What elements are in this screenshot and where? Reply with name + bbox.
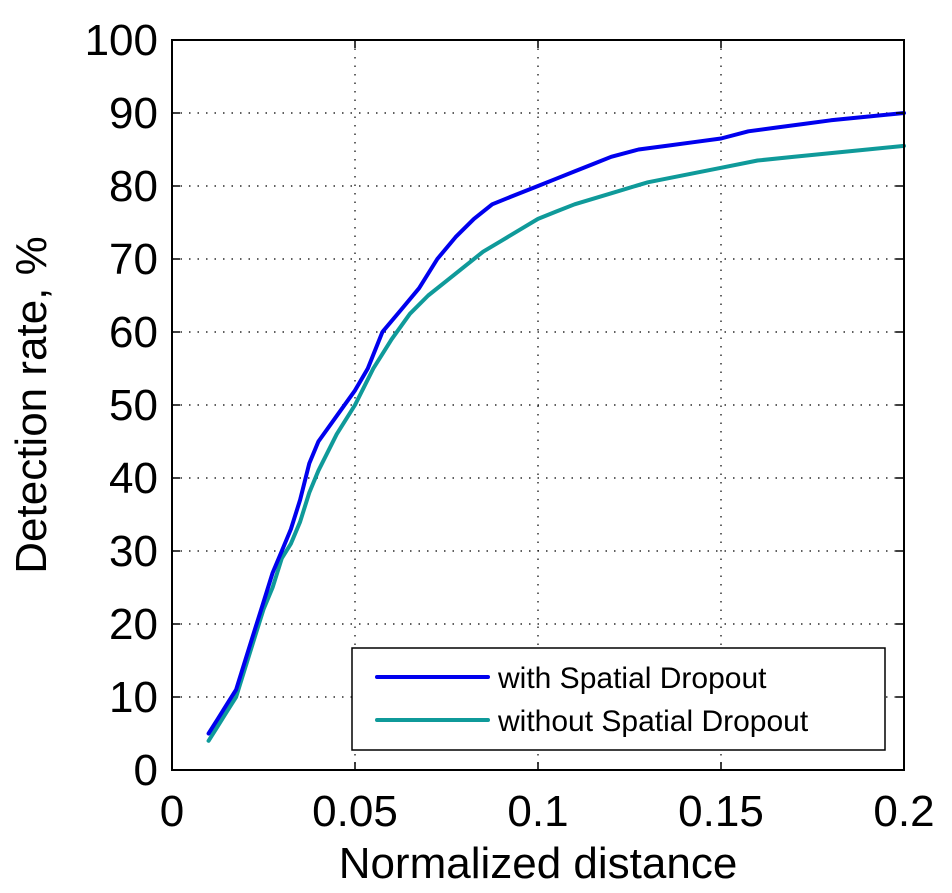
y-tick-labels: 0 10 20 30 40 50 60 70 80 90 100 xyxy=(85,16,158,795)
y-tick-label: 20 xyxy=(109,600,158,649)
y-axis-label: Detection rate, % xyxy=(7,236,56,574)
x-tick-label: 0.1 xyxy=(507,787,568,836)
y-tick-label: 10 xyxy=(109,673,158,722)
legend-label-with-spatial-dropout: with Spatial Dropout xyxy=(497,662,767,695)
y-tick-label: 30 xyxy=(109,527,158,576)
series-line-without-spatial-dropout xyxy=(206,143,906,743)
x-tick-label: 0.15 xyxy=(678,787,764,836)
y-tick-label: 70 xyxy=(109,235,158,284)
x-tick-label: 0 xyxy=(160,787,184,836)
series-line-with-spatial-dropout xyxy=(206,111,906,736)
x-tick-labels: 0 0.05 0.1 0.15 0.2 xyxy=(160,787,935,836)
series-group xyxy=(206,111,906,743)
y-tick-label: 0 xyxy=(134,746,158,795)
x-tick-label: 0.05 xyxy=(312,787,398,836)
y-tick-label: 50 xyxy=(109,381,158,430)
x-tick-label: 0.2 xyxy=(873,787,934,836)
legend-box xyxy=(351,647,886,751)
legend: with Spatial Dropout without Spatial Dro… xyxy=(351,647,886,751)
y-tick-label: 90 xyxy=(109,89,158,138)
y-tick-label: 80 xyxy=(109,162,158,211)
x-axis-label: Normalized distance xyxy=(339,839,738,888)
legend-label-without-spatial-dropout: without Spatial Dropout xyxy=(497,705,809,738)
tick-marks xyxy=(171,39,905,771)
y-tick-label: 60 xyxy=(109,308,158,357)
y-tick-label: 40 xyxy=(109,454,158,503)
y-tick-label: 100 xyxy=(85,16,158,65)
